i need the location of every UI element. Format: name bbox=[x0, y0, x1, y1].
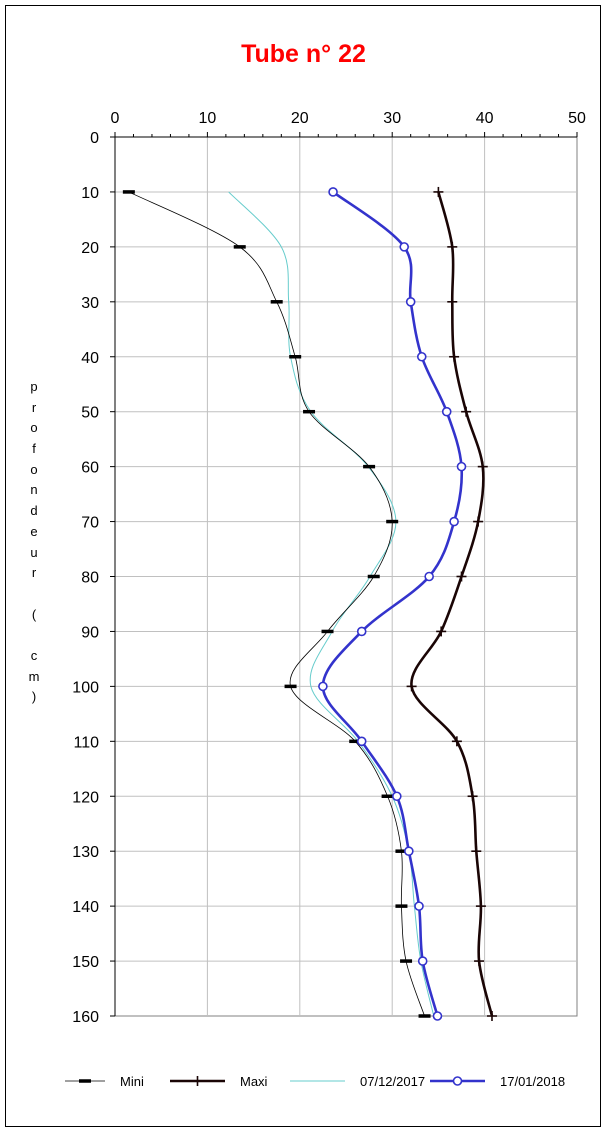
y-axis-label-char: m bbox=[28, 668, 40, 684]
data-point-plus bbox=[456, 571, 467, 582]
data-point-plus bbox=[486, 1011, 497, 1021]
chart-title: Tube n° 22 bbox=[241, 40, 366, 68]
data-point-circle bbox=[399, 242, 410, 252]
legend-item: Maxi bbox=[170, 1074, 268, 1089]
data-point-plus bbox=[449, 351, 460, 362]
x-tick-label: 30 bbox=[383, 110, 401, 127]
gridlines bbox=[114, 136, 578, 1017]
axes: 0 10 20 30 40 50 0 10 20 30 40 50 60 70 80 90 100 110 120 1… bbox=[72, 110, 586, 1026]
data-point-circle bbox=[414, 901, 424, 911]
y-tick-label: 80 bbox=[81, 570, 99, 587]
y-tick-label: 100 bbox=[72, 679, 99, 696]
y-axis-label-char: r bbox=[31, 399, 37, 415]
legend: Mini Maxi 07/12/2017 17/01/2018 bbox=[65, 1074, 565, 1089]
series-line bbox=[410, 191, 494, 1017]
data-point-plus bbox=[471, 846, 482, 857]
data-point-plus bbox=[473, 516, 484, 527]
y-tick-label: 30 bbox=[81, 295, 99, 312]
y-axis-label-char: o bbox=[30, 420, 38, 436]
legend-label: Maxi bbox=[240, 1074, 268, 1089]
y-axis-label-char: ( bbox=[31, 606, 37, 622]
data-point-plus bbox=[474, 956, 485, 967]
y-tick-label: 90 bbox=[81, 624, 99, 641]
series-0 bbox=[122, 190, 431, 1018]
y-tick-label: 150 bbox=[72, 954, 99, 971]
data-point-circle bbox=[318, 681, 328, 692]
data-point-circle bbox=[456, 461, 467, 472]
y-axis-label-char: n bbox=[30, 482, 38, 498]
data-point-plus bbox=[433, 186, 444, 197]
data-point-plus bbox=[477, 461, 488, 472]
y-axis-label-char: o bbox=[30, 461, 38, 477]
series-line bbox=[228, 191, 435, 1017]
legend-label: 07/12/2017 bbox=[360, 1074, 425, 1089]
data-point-plus bbox=[461, 406, 472, 417]
data-point-circle bbox=[449, 516, 459, 527]
data-point-plus bbox=[451, 736, 462, 747]
data-point-circle bbox=[356, 736, 367, 747]
series-2 bbox=[228, 191, 435, 1017]
data-point-circle bbox=[441, 406, 452, 417]
data-point-plus bbox=[467, 791, 478, 802]
y-tick-label: 140 bbox=[72, 899, 99, 916]
legend-item: 17/01/2018 bbox=[430, 1074, 565, 1089]
x-tick-label: 0 bbox=[111, 110, 120, 127]
y-tick-label: 0 bbox=[90, 130, 99, 147]
y-tick-label: 160 bbox=[72, 1009, 99, 1026]
data-point-circle bbox=[404, 846, 414, 856]
data-point-circle bbox=[432, 1011, 443, 1021]
x-tick-label: 50 bbox=[568, 110, 586, 127]
x-tick-label: 10 bbox=[199, 110, 217, 127]
y-tick-label: 130 bbox=[72, 844, 99, 861]
y-tick-label: 20 bbox=[81, 240, 99, 257]
series-layer bbox=[122, 186, 497, 1021]
data-point-plus bbox=[436, 626, 447, 637]
y-tick-label: 10 bbox=[81, 185, 99, 202]
data-point-circle bbox=[424, 571, 434, 582]
data-point-circle bbox=[328, 187, 338, 197]
series-line bbox=[321, 190, 464, 1017]
x-tick-label: 40 bbox=[476, 110, 494, 127]
y-tick-label: 120 bbox=[72, 789, 99, 806]
y-tick-label: 50 bbox=[81, 405, 99, 422]
series-line bbox=[128, 191, 425, 1017]
data-point-circle bbox=[392, 791, 402, 802]
data-point-plus bbox=[475, 901, 486, 912]
data-point-plus bbox=[447, 296, 458, 307]
data-point-plus bbox=[406, 681, 417, 692]
data-point-circle bbox=[416, 351, 427, 362]
y-tick-label: 70 bbox=[81, 515, 99, 532]
data-point-circle bbox=[356, 626, 367, 637]
series-1 bbox=[406, 186, 497, 1021]
x-tick-label: 20 bbox=[291, 110, 309, 127]
data-point-circle bbox=[452, 1076, 463, 1086]
series-3 bbox=[318, 187, 467, 1021]
y-tick-label: 40 bbox=[81, 350, 99, 367]
data-point-circle bbox=[417, 956, 428, 966]
y-tick-label: 110 bbox=[73, 734, 99, 751]
legend-item: Mini bbox=[65, 1074, 144, 1089]
data-point-plus bbox=[447, 241, 458, 252]
y-axis-label-char: e bbox=[30, 523, 38, 539]
y-axis-label-char: p bbox=[30, 379, 38, 394]
data-point-circle bbox=[405, 297, 416, 307]
data-point-plus bbox=[192, 1076, 203, 1086]
y-axis-label-char: c bbox=[30, 647, 38, 663]
legend-item: 07/12/2017 bbox=[290, 1074, 425, 1089]
legend-label: Mini bbox=[120, 1074, 144, 1089]
y-axis-label-char: f bbox=[32, 441, 36, 457]
legend-label: 17/01/2018 bbox=[500, 1074, 565, 1089]
y-axis-label-char: d bbox=[30, 503, 38, 519]
y-axis-label-char: r bbox=[31, 565, 37, 581]
y-tick-label: 60 bbox=[81, 460, 99, 477]
y-axis-label-char: ) bbox=[31, 689, 37, 705]
y-axis-label-char: u bbox=[30, 544, 38, 560]
